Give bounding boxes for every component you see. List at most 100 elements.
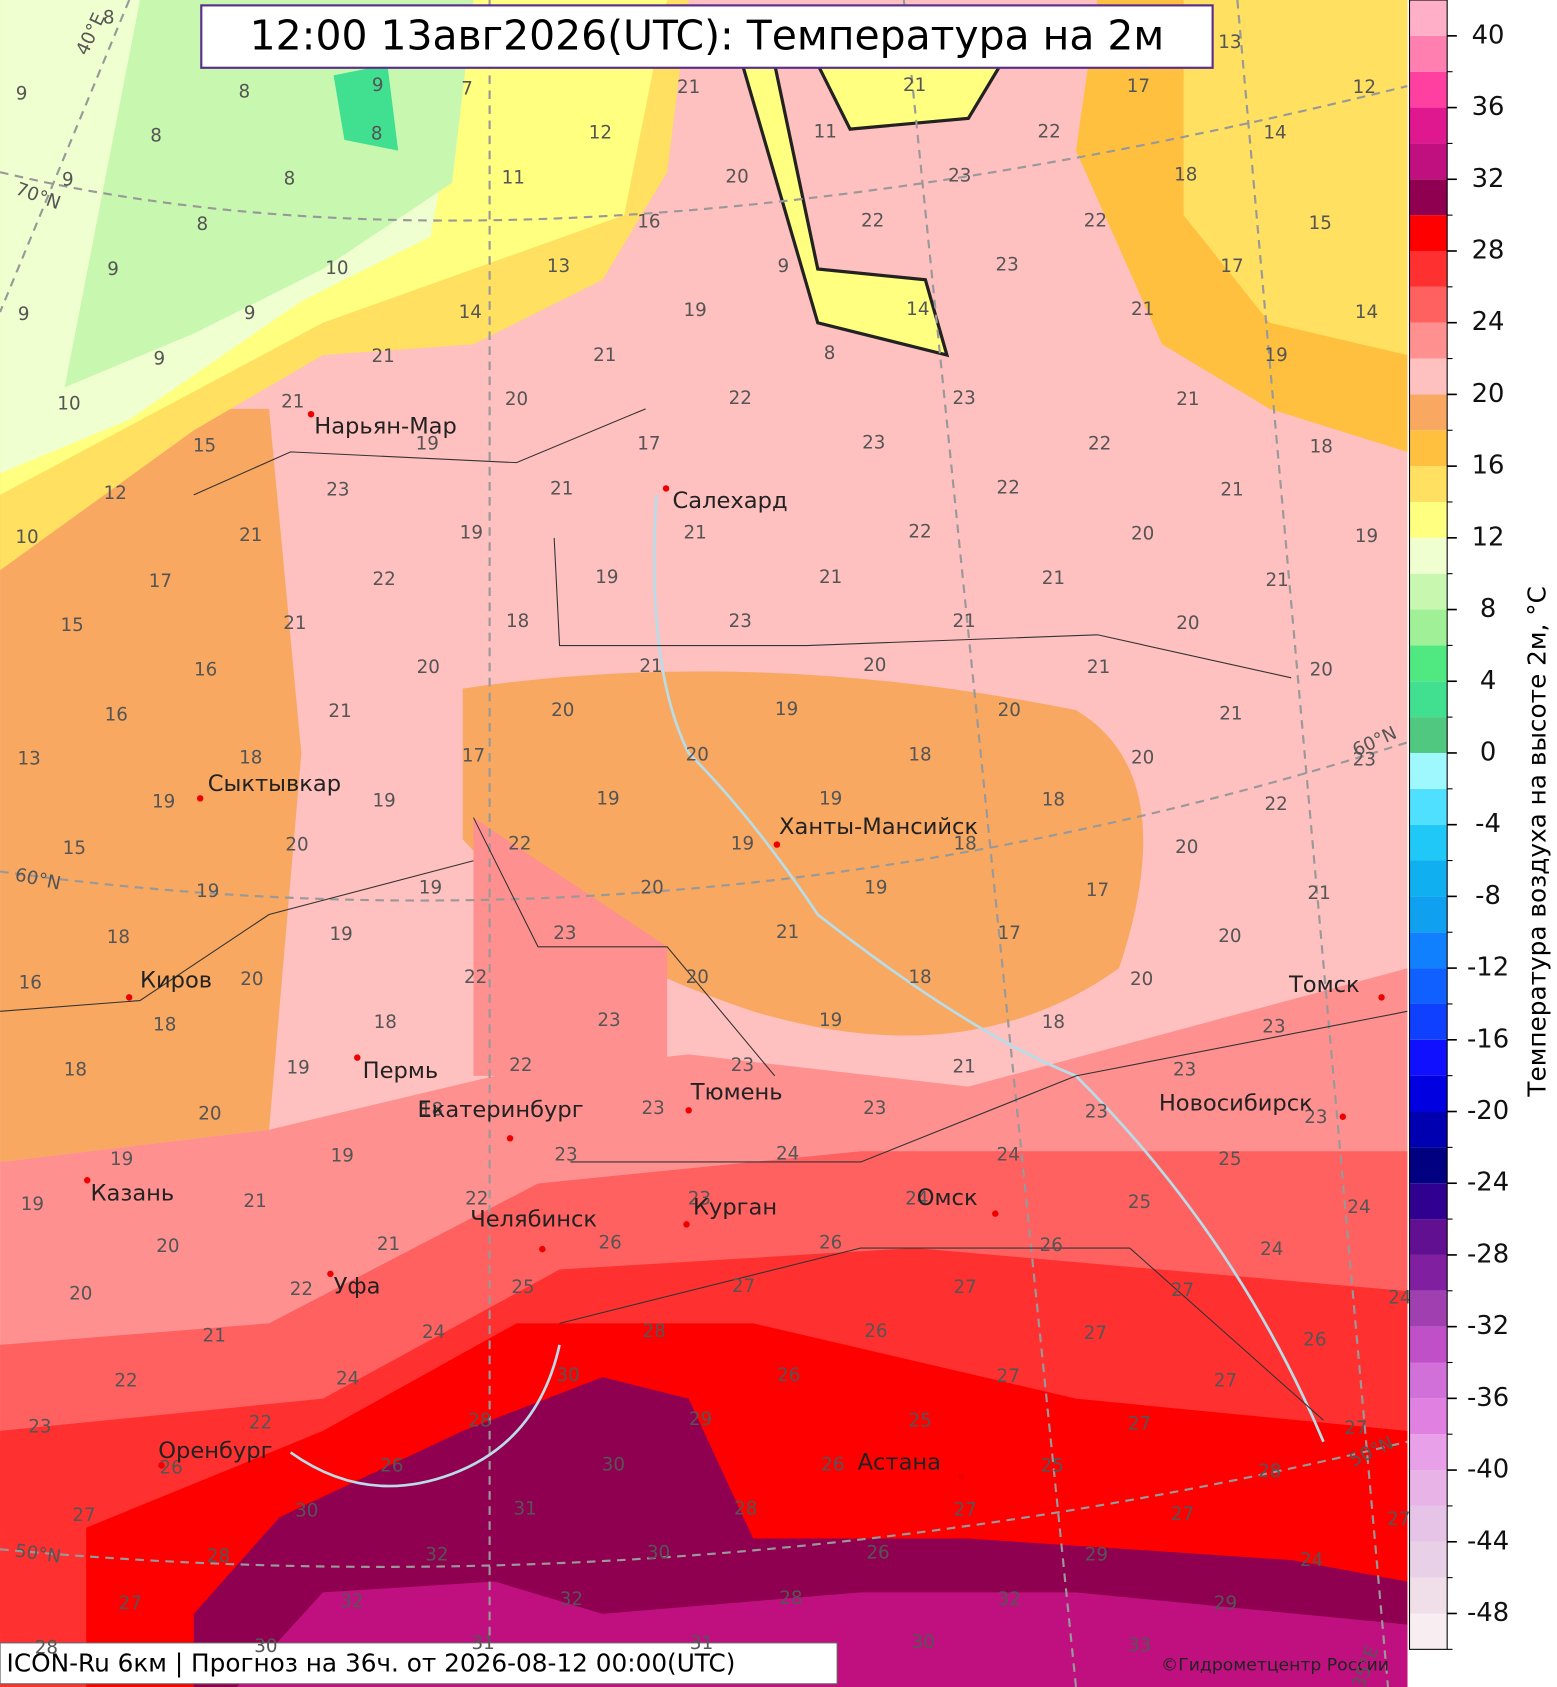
- colorbar-tick-label: 0: [1480, 737, 1496, 767]
- temperature-label: 30: [295, 1501, 318, 1522]
- temperature-label: 20: [551, 700, 574, 721]
- colorbar-bin: [1409, 896, 1448, 933]
- temperature-label: 21: [550, 479, 573, 500]
- colorbar-bin: [1409, 1147, 1448, 1184]
- temperature-label: 17: [149, 571, 172, 592]
- temperature-label: 19: [21, 1194, 44, 1215]
- colorbar-bin: [1409, 0, 1448, 36]
- colorbar-bin: [1409, 681, 1448, 718]
- temperature-label: 23: [688, 1189, 711, 1210]
- temperature-label: 26: [598, 1233, 621, 1254]
- temperature-label: 26: [821, 1454, 844, 1475]
- temperature-label: 19: [330, 924, 353, 945]
- colorbar-bin: [1409, 179, 1448, 216]
- colorbar-bin: [1409, 1434, 1448, 1471]
- temperature-label: 27: [732, 1276, 755, 1297]
- temperature-label: 23: [1262, 1016, 1285, 1037]
- temperature-label: 9: [154, 348, 166, 369]
- colorbar-bin: [1409, 788, 1448, 825]
- temperature-label: 7: [461, 78, 473, 99]
- temperature-label: 21: [593, 345, 616, 366]
- temperature-label: 9: [107, 259, 119, 280]
- temperature-label: 19: [419, 878, 442, 899]
- temperature-label: 13: [1218, 32, 1241, 53]
- colorbar-bin: [1409, 860, 1448, 897]
- temperature-label: 20: [1310, 659, 1333, 680]
- temperature-label: 19: [1264, 345, 1287, 366]
- temperature-label: 20: [505, 389, 528, 410]
- temperature-label: 19: [196, 881, 219, 902]
- city-name: Омск: [917, 1185, 978, 1211]
- temperature-label: 14: [906, 299, 929, 320]
- colorbar-tick-label: -20: [1467, 1096, 1509, 1126]
- temperature-label: 18: [64, 1060, 87, 1081]
- temperature-label: 26: [866, 1543, 889, 1564]
- temperature-label: 19: [460, 523, 483, 544]
- temperature-label: 9: [778, 256, 790, 277]
- temperature-label: 24: [1300, 1550, 1323, 1571]
- colorbar-bin: [1409, 286, 1448, 323]
- city-name: Курган: [693, 1195, 777, 1221]
- city-dot: [1339, 1113, 1347, 1121]
- temperature-label: 31: [513, 1498, 536, 1519]
- temperature-label: 19: [819, 788, 842, 809]
- temperature-label: 10: [15, 527, 38, 548]
- colorbar-bin: [1409, 1003, 1448, 1040]
- colorbar-tick-label: -48: [1467, 1598, 1509, 1628]
- colorbar-bin: [1409, 717, 1448, 753]
- colorbar-bin: [1409, 394, 1448, 431]
- colorbar-label: Температура воздуха на высоте 2м, °C: [1523, 586, 1552, 1098]
- temperature-label: 17: [462, 745, 485, 766]
- temperature-label: 25: [1218, 1149, 1241, 1170]
- temperature-label: 29: [689, 1409, 712, 1430]
- temperature-label: 11: [814, 121, 837, 142]
- temperature-label: 23: [326, 480, 349, 501]
- temperature-label: 9: [18, 304, 30, 325]
- temperature-label: 8: [197, 214, 209, 235]
- temperature-label: 21: [683, 523, 706, 544]
- temperature-label: 20: [198, 1104, 221, 1125]
- temperature-label: 33: [1128, 1635, 1151, 1656]
- temperature-label: 19: [775, 699, 798, 720]
- temperature-label: 20: [686, 967, 709, 988]
- temperature-label: 21: [1219, 703, 1242, 724]
- temperature-label: 26: [1303, 1330, 1326, 1351]
- temperature-label: 29: [1085, 1545, 1108, 1566]
- temperature-label: 28: [207, 1546, 230, 1567]
- temperature-label: 20: [69, 1283, 92, 1304]
- temperature-label: 8: [238, 82, 250, 103]
- temperature-label: 19: [416, 433, 439, 454]
- colorbar-bin: [1409, 1039, 1448, 1076]
- colorbar-bin: [1409, 501, 1448, 538]
- temperature-label: 21: [243, 1191, 266, 1212]
- temperature-label: 11: [502, 168, 525, 189]
- temperature-label: 32: [560, 1589, 583, 1610]
- colorbar-bin: [1409, 1326, 1448, 1363]
- colorbar-tick-label: -44: [1467, 1526, 1509, 1556]
- temperature-label: 26: [1040, 1235, 1063, 1256]
- temperature-label: 21: [1308, 883, 1331, 904]
- city-dot: [307, 410, 315, 418]
- temperature-label: 19: [595, 567, 618, 588]
- temperature-label: 9: [16, 84, 28, 105]
- temperature-label: 22: [249, 1412, 272, 1433]
- temperature-label: 27: [1214, 1370, 1237, 1391]
- temperature-label: 17: [1220, 256, 1243, 277]
- temperature-label: 23: [863, 1098, 886, 1119]
- colorbar-tick-label: -36: [1467, 1383, 1509, 1413]
- temperature-label: 27: [72, 1505, 95, 1526]
- temperature-label: 30: [912, 1632, 935, 1653]
- temperature-label: 9: [244, 303, 256, 324]
- temperature-label: 21: [1220, 480, 1243, 501]
- city-name: Екатеринбург: [418, 1097, 584, 1123]
- temperature-label: 24: [422, 1322, 445, 1343]
- colorbar-tick-label: 16: [1472, 451, 1505, 481]
- temperature-label: 18: [1042, 1012, 1065, 1033]
- colorbar-tick-label: 20: [1472, 379, 1505, 409]
- temperature-label: 18: [506, 611, 529, 632]
- temperature-label: 22: [729, 388, 752, 409]
- temperature-label: 16: [637, 212, 660, 233]
- temperature-label: 20: [156, 1236, 179, 1257]
- city-dot: [84, 1177, 91, 1184]
